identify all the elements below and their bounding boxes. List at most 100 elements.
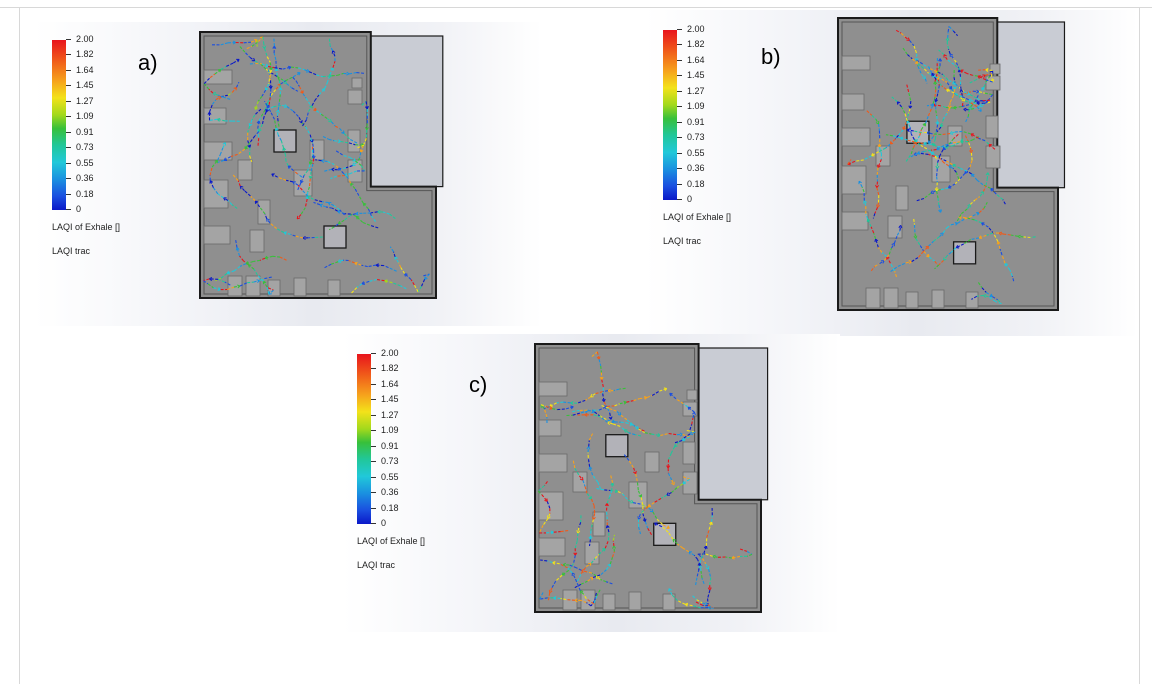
scale-tick: 1.09 xyxy=(371,425,441,436)
trajectory-arrowhead xyxy=(274,67,279,72)
trajectory-segment xyxy=(322,75,332,78)
scale-tick: 0.73 xyxy=(66,142,136,153)
scale-tick-mark xyxy=(66,162,71,164)
trajectory-segment xyxy=(276,76,284,81)
trajectory-segment xyxy=(312,158,315,164)
frame-right-line xyxy=(1139,7,1140,684)
trajectory-segment xyxy=(946,88,955,94)
trajectory-segment xyxy=(211,159,219,168)
trajectory-segment xyxy=(959,84,962,90)
trajectory-segment xyxy=(560,529,569,533)
trajectory-segment xyxy=(958,69,962,77)
trajectory-segment xyxy=(262,36,265,43)
trajectory-segment xyxy=(978,91,985,94)
trajectory-arrowhead xyxy=(546,515,551,519)
trajectory-segment xyxy=(636,482,639,491)
trajectory-segment xyxy=(394,256,399,263)
trajectory-arrowhead xyxy=(608,416,613,420)
trajectory-segment xyxy=(892,135,901,139)
furniture-block xyxy=(887,215,903,239)
trajectory-segment xyxy=(214,69,222,75)
scale-tick: 1.27 xyxy=(371,410,441,421)
trajectory-arrowhead xyxy=(247,264,252,268)
trajectory-arrowhead xyxy=(548,589,553,594)
trajectory-segment xyxy=(900,137,908,141)
trajectory-segment xyxy=(969,199,976,205)
trajectory-segment xyxy=(244,141,251,150)
trajectory-segment xyxy=(983,294,989,298)
trajectory-segment xyxy=(642,513,646,522)
trajectory-segment xyxy=(681,436,690,441)
trajectory-segment xyxy=(952,164,961,169)
trajectory-arrowhead xyxy=(922,75,926,80)
trajectory-segment xyxy=(633,502,642,505)
trajectory-arrowhead xyxy=(989,293,993,298)
trajectory-segment xyxy=(985,75,991,83)
furniture-block xyxy=(628,481,648,509)
trajectory-arrowhead xyxy=(942,146,947,151)
trajectory-segment xyxy=(329,45,334,51)
trajectory-arrowhead xyxy=(940,232,944,236)
trajectory-segment xyxy=(404,273,412,280)
scale-tick-mark xyxy=(66,39,71,40)
trajectory-segment xyxy=(897,262,907,267)
trajectory-segment xyxy=(343,133,351,140)
trajectory-segment xyxy=(866,110,873,116)
trajectory-arrowhead xyxy=(306,69,310,73)
trajectory-segment xyxy=(934,131,937,139)
furniture-block xyxy=(203,107,227,125)
scale-tick-label: 1.27 xyxy=(687,85,705,96)
trajectory-segment xyxy=(972,212,980,217)
trajectory-segment xyxy=(304,198,308,208)
trajectory-segment xyxy=(314,94,320,102)
trajectory-segment xyxy=(968,107,975,111)
trajectory-segment xyxy=(551,580,557,589)
trajectory-segment xyxy=(935,110,938,117)
furniture-block xyxy=(203,179,229,209)
trajectory-arrowhead xyxy=(913,152,918,157)
trajectory-segment xyxy=(978,137,986,142)
trajectory-arrowhead xyxy=(590,393,594,398)
trajectory-segment xyxy=(982,99,991,102)
scale-tick-mark xyxy=(677,75,682,77)
scale-tick: 0.91 xyxy=(677,117,747,128)
trajectory-segment xyxy=(886,256,891,264)
trajectory-segment xyxy=(978,234,987,239)
trajectory-segment xyxy=(203,77,211,84)
trajectory-segment xyxy=(209,118,218,121)
trajectory-arrowhead xyxy=(935,165,940,169)
trajectory-segment xyxy=(568,563,574,571)
trajectory-segment xyxy=(917,150,925,155)
trajectory-segment xyxy=(913,130,922,134)
trajectory-arrowhead xyxy=(212,92,217,96)
trajectory-segment xyxy=(952,168,957,173)
scale-tick-mark xyxy=(371,414,376,416)
scale-tick-mark xyxy=(371,430,376,432)
trajectory-segment xyxy=(268,97,271,106)
trajectory-arrowhead xyxy=(953,105,957,110)
trajectory-segment xyxy=(709,577,712,586)
trajectory-segment xyxy=(871,151,879,157)
trajectory-segment xyxy=(936,155,941,164)
trajectory-segment xyxy=(203,83,210,90)
trajectory-segment xyxy=(614,403,620,407)
trajectory-segment xyxy=(900,32,906,38)
trajectory-arrowhead xyxy=(681,437,686,442)
trajectory-segment xyxy=(966,72,973,76)
trajectory-segment xyxy=(997,299,1002,304)
trajectory-arrowhead xyxy=(970,133,974,137)
trajectory-segment xyxy=(567,567,573,574)
trajectory-segment xyxy=(635,473,639,483)
trajectory-segment xyxy=(323,263,332,269)
trajectory-segment xyxy=(208,88,214,94)
trajectory-arrowhead xyxy=(550,530,554,535)
trajectory-segment xyxy=(369,224,379,229)
trajectory-segment xyxy=(688,551,695,556)
trajectory-segment xyxy=(211,99,217,105)
trajectory-segment xyxy=(270,111,275,120)
legend-title: LAQI of Exhale [] xyxy=(663,212,732,222)
trajectory-segment xyxy=(277,121,280,127)
trajectory-segment xyxy=(254,108,262,116)
trajectory-segment xyxy=(549,587,553,594)
trajectory-segment xyxy=(993,233,999,242)
